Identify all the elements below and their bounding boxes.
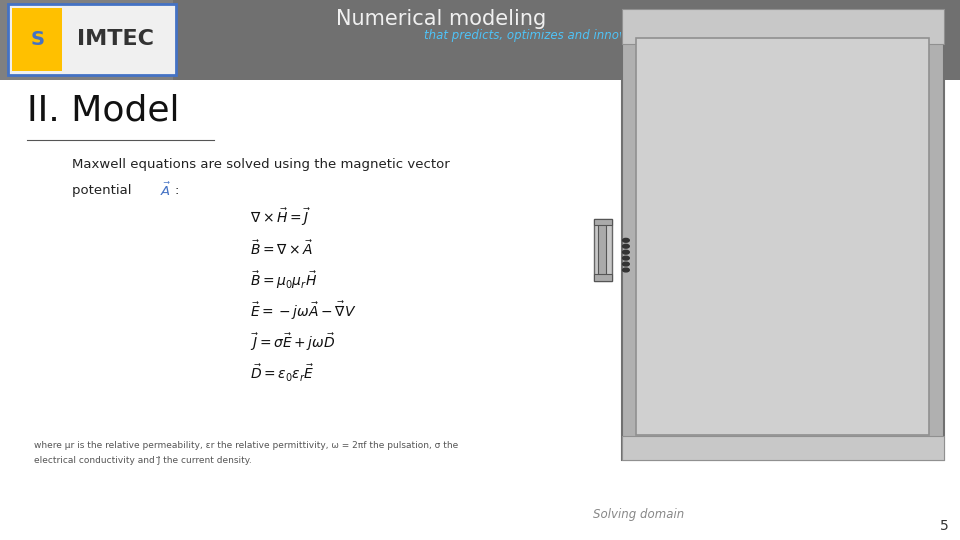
Text: Solving domain: Solving domain xyxy=(592,508,684,521)
Bar xyxy=(594,219,612,281)
Bar xyxy=(0,0,960,80)
Text: $\vec{E} = -j\omega\vec{A} - \vec{\nabla}V$: $\vec{E} = -j\omega\vec{A} - \vec{\nabla… xyxy=(250,300,356,322)
Text: IMTEC: IMTEC xyxy=(77,29,154,50)
Circle shape xyxy=(623,262,630,266)
Text: II. Model: II. Model xyxy=(27,94,180,127)
Text: that predicts, optimizes and innovates: that predicts, optimizes and innovates xyxy=(424,29,651,42)
Circle shape xyxy=(623,251,630,254)
Bar xyxy=(622,9,944,460)
Text: $\vec{B} = \nabla \times \vec{A}$: $\vec{B} = \nabla \times \vec{A}$ xyxy=(250,239,313,258)
Bar xyxy=(594,274,612,281)
Bar xyxy=(622,436,944,460)
Text: potential: potential xyxy=(72,184,135,197)
Bar xyxy=(598,221,606,278)
Bar xyxy=(594,219,612,225)
Bar xyxy=(173,0,960,80)
Text: 5: 5 xyxy=(940,519,948,534)
Text: $\vec{D} = \varepsilon_0 \varepsilon_r \vec{E}$: $\vec{D} = \varepsilon_0 \varepsilon_r \… xyxy=(250,363,314,384)
Text: $\nabla \times \vec{H} = \vec{J}$: $\nabla \times \vec{H} = \vec{J}$ xyxy=(250,206,311,228)
Text: electrical conductivity and J⃗ the current density.: electrical conductivity and J⃗ the curre… xyxy=(34,456,252,464)
Text: Numerical modeling: Numerical modeling xyxy=(336,9,547,29)
Circle shape xyxy=(623,256,630,260)
Bar xyxy=(8,4,176,75)
Text: where μr is the relative permeability, εr the relative permittivity, ω = 2πf the: where μr is the relative permeability, ε… xyxy=(34,441,458,450)
Text: :: : xyxy=(175,184,180,197)
Text: Maxwell equations are solved using the magnetic vector: Maxwell equations are solved using the m… xyxy=(72,158,449,171)
Circle shape xyxy=(623,244,630,248)
Circle shape xyxy=(623,268,630,272)
Bar xyxy=(622,9,944,44)
Bar xyxy=(636,38,929,435)
Circle shape xyxy=(623,238,630,242)
Text: $\vec{B} = \mu_0 \mu_r \vec{H}$: $\vec{B} = \mu_0 \mu_r \vec{H}$ xyxy=(250,269,317,291)
Text: S: S xyxy=(31,30,44,49)
Text: $\vec{A}$: $\vec{A}$ xyxy=(160,181,171,199)
Bar xyxy=(12,8,62,71)
Text: $\vec{J} = \sigma\vec{E} + j\omega\vec{D}$: $\vec{J} = \sigma\vec{E} + j\omega\vec{D… xyxy=(250,332,335,353)
